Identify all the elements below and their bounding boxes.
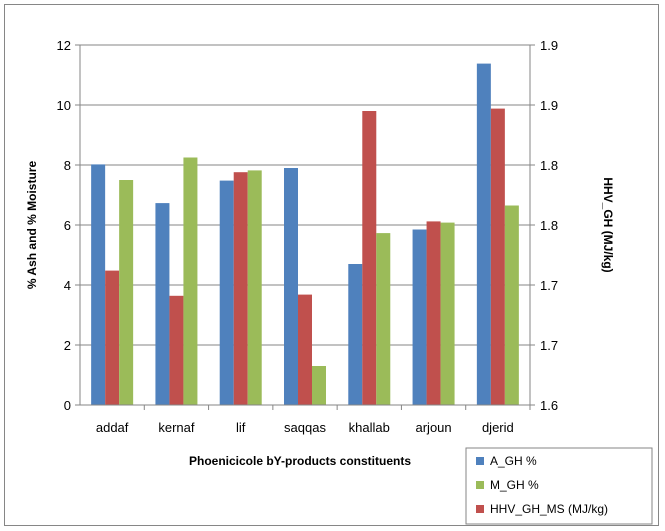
y-axis-title: % Ash and % Moisture xyxy=(25,161,39,290)
x-tick-label: arjoun xyxy=(416,420,452,435)
y-tick-label: 0 xyxy=(64,398,71,413)
legend-box xyxy=(465,447,653,525)
y2-tick-label: 1.7 xyxy=(540,338,558,353)
chart-frame xyxy=(4,4,659,526)
y-tick-label: 10 xyxy=(57,98,71,113)
y2-tick-label: 1.9 xyxy=(540,98,558,113)
y2-tick-label: 1.7 xyxy=(540,278,558,293)
bar xyxy=(362,111,377,405)
y2-axis-ticks: 1.6 1.7 1.7 1.8 1.8 1.9 1.9 xyxy=(530,38,558,413)
legend-label: HHV_GH_MS (MJ/kg) xyxy=(490,502,608,516)
legend-swatch xyxy=(476,505,484,513)
bar xyxy=(376,233,391,405)
bar xyxy=(119,180,134,405)
bar xyxy=(105,270,120,405)
y-tick-label: 12 xyxy=(57,38,71,53)
bar xyxy=(155,203,170,405)
x-tick-label: khallab xyxy=(349,420,390,435)
y-axis-ticks: 0 2 4 6 8 10 12 xyxy=(57,38,80,413)
bar xyxy=(476,63,491,405)
bar xyxy=(312,366,326,405)
bars xyxy=(91,63,519,405)
bar xyxy=(219,180,234,405)
x-axis-title: Phoenicicole bY-products constituents xyxy=(189,454,411,468)
bar xyxy=(426,221,441,405)
y-tick-label: 8 xyxy=(64,158,71,173)
x-axis-ticks: addaf kernaf lif saqqas khallab arjoun djerid xyxy=(96,405,531,435)
legend: A_GH % M_GH % HHV_GH_MS (MJ/kg) xyxy=(465,447,653,525)
y-tick-label: 2 xyxy=(64,338,71,353)
bar xyxy=(348,264,363,405)
y2-tick-label: 1.8 xyxy=(540,158,558,173)
gridlines xyxy=(80,44,530,346)
x-tick-label: djerid xyxy=(482,420,514,435)
y2-tick-label: 1.9 xyxy=(540,38,558,53)
bar xyxy=(183,157,198,405)
y2-axis-title: HHV_GH (MJ/kg) xyxy=(601,177,615,272)
legend-swatch xyxy=(476,457,484,465)
bar xyxy=(284,168,298,405)
legend-label: A_GH % xyxy=(490,454,537,468)
y-tick-label: 4 xyxy=(64,278,71,293)
bar xyxy=(490,108,505,405)
bar xyxy=(247,170,262,405)
x-tick-label: addaf xyxy=(96,420,129,435)
y2-tick-label: 1.8 xyxy=(540,218,558,233)
y2-tick-label: 1.6 xyxy=(540,398,558,413)
bar xyxy=(233,172,248,405)
bar xyxy=(504,205,519,405)
x-tick-label: lif xyxy=(236,420,246,435)
bar xyxy=(440,222,455,405)
bar xyxy=(298,294,312,405)
x-tick-label: kernaf xyxy=(158,420,195,435)
legend-label: M_GH % xyxy=(490,478,539,492)
bar xyxy=(91,164,106,405)
bar xyxy=(412,229,427,405)
x-tick-label: saqqas xyxy=(284,420,326,435)
bar xyxy=(169,295,184,405)
y-tick-label: 6 xyxy=(64,218,71,233)
legend-swatch xyxy=(476,481,484,489)
